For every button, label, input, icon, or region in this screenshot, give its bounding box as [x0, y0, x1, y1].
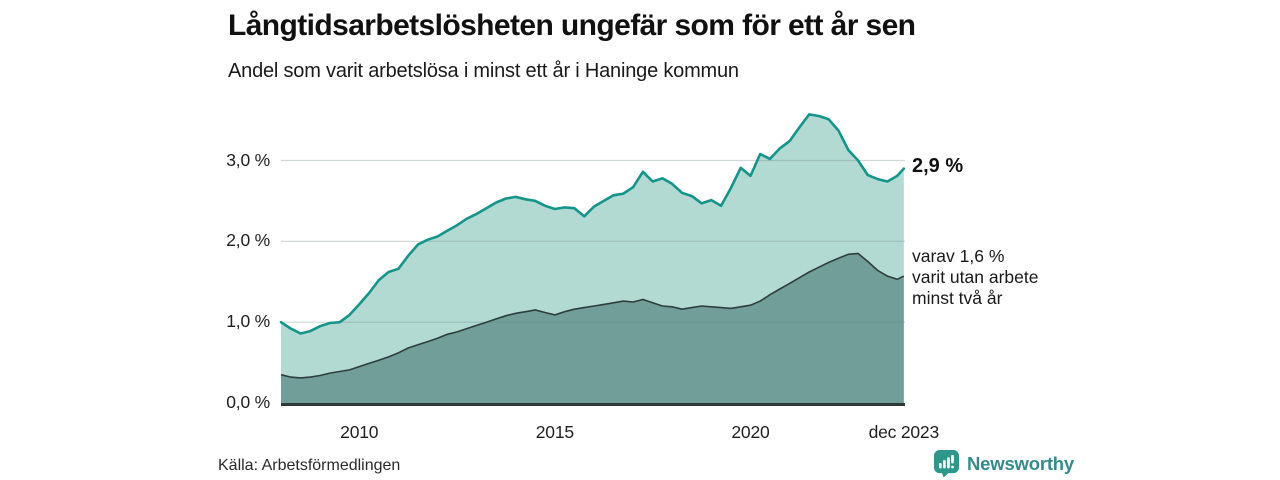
x-tick-label: 2010	[340, 422, 379, 442]
x-tick-label: dec 2023	[868, 422, 940, 442]
y-tick-label: 1,0 %	[226, 311, 270, 332]
annotation-line-2: varit utan arbete	[912, 267, 1039, 288]
chart-subtitle: Andel som varit arbetslösa i minst ett å…	[228, 60, 739, 82]
x-tick-label: 2015	[535, 422, 574, 442]
page-title: Långtidsarbetslösheten ungefär som för e…	[228, 9, 916, 42]
brand-name: Newsworthy	[967, 452, 1074, 474]
line-two-years	[280, 252, 905, 379]
brand-logo: Newsworthy	[933, 449, 1074, 478]
end-value-annotation: varav 1,6 % varit utan arbete minst två …	[912, 246, 1038, 309]
end-value-label-total: 2,9 %	[912, 154, 964, 177]
annotation-line-3: minst två år	[912, 288, 1003, 309]
line-total	[279, 113, 906, 335]
area-two-years	[281, 253, 904, 403]
newsworthy-pin-barchart-icon	[933, 450, 960, 478]
x-tick-label: 2020	[731, 422, 770, 442]
annotation-line-1: varav 1,6 %	[912, 246, 1005, 267]
source-note: Källa: Arbetsförmedlingen	[218, 457, 401, 474]
y-tick-label: 3,0 %	[226, 149, 270, 170]
y-tick-label: 0,0 %	[226, 392, 270, 412]
y-tick-label: 2,0 %	[226, 230, 270, 251]
